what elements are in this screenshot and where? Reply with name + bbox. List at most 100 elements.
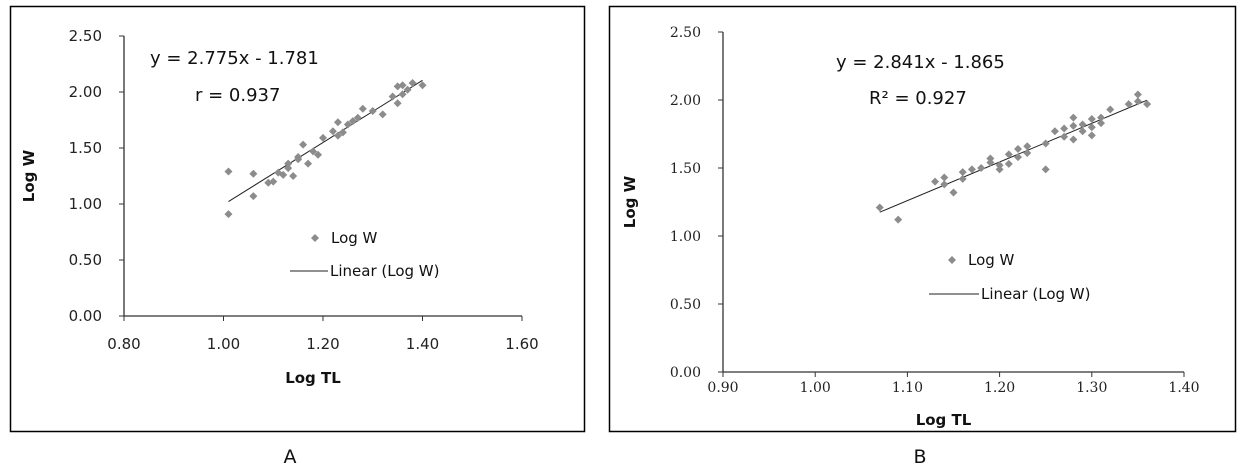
panel-b-data-point xyxy=(958,174,967,183)
panel-a-data-point xyxy=(418,81,427,90)
panel-b-x-tick-label: 1.10 xyxy=(892,380,923,396)
panel-b-data-point xyxy=(1014,144,1023,153)
panel-b-data-point xyxy=(1050,127,1059,136)
panel-a-data-point xyxy=(398,81,407,90)
panel-b-frame xyxy=(608,5,1237,433)
panel-b-equation: y = 2.841x - 1.865 xyxy=(836,52,1005,73)
panel-a-data-point xyxy=(249,169,258,178)
panel-a-data-point xyxy=(314,150,323,159)
panel-a-data-point xyxy=(299,140,308,149)
panel-b-data-point xyxy=(1069,113,1078,122)
panel-a-data-point xyxy=(304,159,313,168)
panel-a-x-axis-title: Log TL xyxy=(285,369,341,387)
panel-a-data-point xyxy=(398,90,407,99)
panel-b-x-tick-label: 1.00 xyxy=(800,380,831,396)
panel-a-data-point xyxy=(279,170,288,179)
panel-b-data-point xyxy=(1014,153,1023,162)
panel-a-y-axis-title: Log W xyxy=(20,149,38,202)
panel-b-data-point xyxy=(1023,142,1032,151)
panel-b-x-tick-label: 0.90 xyxy=(707,380,738,396)
panel-a-x-tick-label: 1.20 xyxy=(306,335,339,353)
panel-b-data-point xyxy=(894,215,903,224)
panel-a-data-point xyxy=(249,192,258,201)
panel-a-x-tick-label: 1.40 xyxy=(406,335,439,353)
panel-a-data-point xyxy=(378,110,387,119)
panel-a-y-tick-label: 1.00 xyxy=(69,195,102,213)
panel-b-y-tick-label: 1.50 xyxy=(670,161,701,177)
panel-a-legend-label-trendline: Linear (Log W) xyxy=(330,262,439,280)
caption-b: B xyxy=(913,446,926,468)
panel-b-data-point xyxy=(1069,135,1078,144)
panel-b-data-point xyxy=(977,164,986,172)
panel-b-data-point xyxy=(1041,165,1050,174)
panel-b-data-point xyxy=(1087,131,1096,140)
panel-b-data-point xyxy=(1133,90,1142,99)
panel-a-data-point xyxy=(393,99,402,108)
panel-a-data-point xyxy=(224,167,233,176)
panel-a-data-point xyxy=(309,147,318,156)
panel-a-data-point xyxy=(403,85,412,94)
panel-b-data-point xyxy=(1087,115,1096,124)
panel-a-data-point xyxy=(368,107,377,116)
panel-b-y-axis-title: Log W xyxy=(621,175,639,228)
panel-a-data-point xyxy=(358,104,367,113)
panel-a-x-tick-label: 0.80 xyxy=(107,335,140,353)
panel-b-data-point xyxy=(1069,121,1078,130)
panel-b-data-point xyxy=(1004,150,1013,159)
panel-b-data-point xyxy=(995,165,1004,174)
panel-b-stat: R² = 0.927 xyxy=(869,88,967,109)
panel-a-chart: 0.00 0.50 1.00 1.50 2.00 2.50 0.80 1.00 1.20 1.40… xyxy=(20,27,539,387)
panel-a-stat: r = 0.937 xyxy=(195,85,280,106)
panel-b-data-point xyxy=(949,188,958,197)
panel-b-data-point xyxy=(1097,113,1106,122)
panel-a-data-point xyxy=(348,117,357,126)
panel-b-y-tick-label: 1.00 xyxy=(670,229,701,245)
panel-a-data-point xyxy=(328,127,337,136)
panel-a-trendline xyxy=(228,79,423,202)
panel-b-data-point xyxy=(1023,149,1032,158)
panel-b-data-point xyxy=(875,203,884,212)
panel-b-data-point xyxy=(940,180,949,189)
panel-b-data-point xyxy=(931,177,940,186)
panel-a-legend-label-points: Log W xyxy=(331,229,378,247)
panel-a-data-point xyxy=(333,118,342,127)
caption-a: A xyxy=(284,446,297,468)
panel-b-data-point xyxy=(1078,120,1087,129)
panel-b-data-point xyxy=(1060,124,1069,133)
panel-b-data-point xyxy=(986,158,995,167)
panel-a-data-point xyxy=(353,113,362,122)
panel-b-data-point xyxy=(1143,100,1152,109)
panel-b-data-point xyxy=(995,161,1004,170)
panel-b-y-tick-label: 2.00 xyxy=(670,93,701,109)
panel-b-data-point xyxy=(1078,127,1087,136)
panel-a-x-tick-label: 1.60 xyxy=(505,335,538,353)
panel-a-y-tick-label: 2.50 xyxy=(69,27,102,45)
panel-a-data-point xyxy=(388,92,397,101)
panel-a-data-point xyxy=(343,120,352,129)
panel-b-data-point xyxy=(986,154,995,163)
panel-b-x-tick-label: 1.40 xyxy=(1168,380,1199,396)
panel-a-legend-marker xyxy=(311,234,319,242)
panel-b-y-tick-label: 2.50 xyxy=(670,25,701,41)
panel-a-data-point xyxy=(284,164,293,173)
panel-b-data-point xyxy=(1133,97,1142,106)
panel-a-data-point xyxy=(408,79,417,88)
panel-b-x-tick-label: 1.30 xyxy=(1076,380,1107,396)
panel-b-data-point xyxy=(1004,159,1013,168)
panel-a-data-point xyxy=(333,131,342,140)
panel-b-chart: 0.00 0.50 1.00 1.50 2.00 2.50 0.90 1.00 1.10 1.20… xyxy=(621,25,1200,429)
panel-a-data-point xyxy=(319,133,327,142)
panel-a-y-tick-label: 2.00 xyxy=(69,83,102,101)
panel-a-data-point xyxy=(294,155,303,164)
panel-b-data-point xyxy=(940,173,949,182)
panel-b-data-point xyxy=(1106,105,1115,114)
panel-b-x-tick-label: 1.20 xyxy=(984,380,1015,396)
panel-b-data-point xyxy=(1124,100,1133,109)
panel-a-data-point xyxy=(289,172,298,180)
panel-b-legend-marker xyxy=(948,256,956,264)
panel-b-data-point xyxy=(967,165,976,174)
panel-a-x-tick-label: 1.00 xyxy=(207,335,240,353)
panel-b-data-point xyxy=(1041,139,1050,148)
panel-a-equation: y = 2.775x - 1.781 xyxy=(150,48,319,69)
